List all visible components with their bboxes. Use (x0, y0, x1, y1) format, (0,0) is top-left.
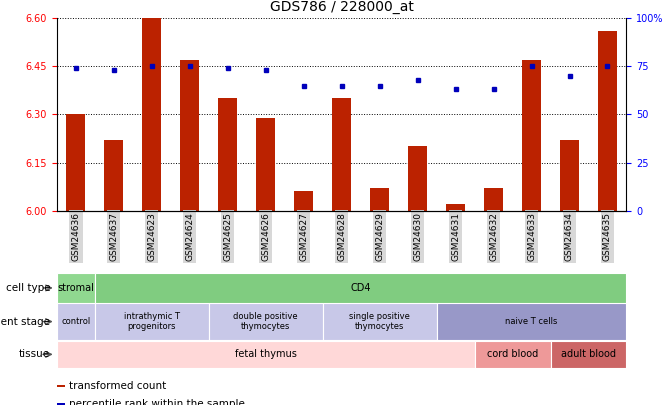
Bar (332, 98, 351, 211)
Text: single positive
thymocytes: single positive thymocytes (349, 312, 410, 331)
Text: transformed count: transformed count (69, 382, 166, 391)
Text: CD4: CD4 (350, 283, 371, 293)
Bar (294, 191, 314, 211)
Text: cell type: cell type (5, 283, 50, 293)
Text: cord blood: cord blood (487, 350, 538, 359)
Text: fetal thymus: fetal thymus (234, 350, 297, 359)
Bar (522, 60, 541, 211)
Bar (57, 273, 95, 303)
Bar (209, 303, 323, 340)
Bar (142, 18, 161, 211)
Text: naive T cells: naive T cells (505, 317, 557, 326)
Bar (598, 31, 617, 211)
Bar (408, 147, 427, 211)
Bar (370, 188, 389, 211)
Bar (66, 114, 86, 211)
Title: GDS786 / 228000_at: GDS786 / 228000_at (270, 0, 413, 15)
Text: intrathymic T
progenitors: intrathymic T progenitors (124, 312, 180, 331)
Bar (57, 303, 95, 340)
Bar (57, 386, 66, 387)
Text: percentile rank within the sample: percentile rank within the sample (69, 399, 245, 405)
Bar (218, 98, 237, 211)
Bar (474, 341, 551, 368)
Text: double positive
thymocytes: double positive thymocytes (233, 312, 298, 331)
Text: control: control (62, 317, 90, 326)
Bar (484, 188, 503, 211)
Bar (105, 140, 123, 211)
Bar (180, 60, 199, 211)
Text: development stage: development stage (0, 317, 50, 326)
Bar (323, 303, 437, 340)
Bar (57, 341, 474, 368)
Text: tissue: tissue (19, 350, 50, 359)
Bar (95, 303, 209, 340)
Bar (437, 303, 626, 340)
Bar (256, 117, 275, 211)
Bar (560, 140, 579, 211)
Bar (57, 403, 66, 405)
Text: adult blood: adult blood (561, 350, 616, 359)
Bar (551, 341, 626, 368)
Text: stromal: stromal (58, 283, 94, 293)
Bar (446, 204, 465, 211)
